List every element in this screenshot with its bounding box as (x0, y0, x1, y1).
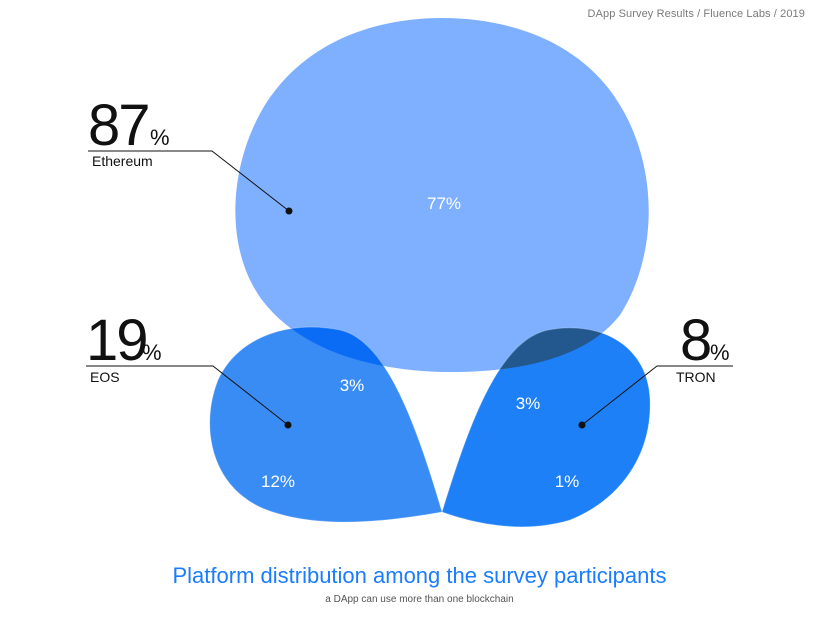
diagram-subtitle: a DApp can use more than one blockchain (325, 594, 514, 605)
tron-leader-dot (578, 421, 586, 429)
tron-total-value: 8 (680, 308, 710, 373)
source-caption: DApp Survey Results / Fluence Labs / 201… (587, 8, 805, 20)
eos-leader-dot (284, 421, 292, 429)
tron-leader-line (581, 365, 733, 426)
region-label-ethereum-eos: 3% (340, 376, 365, 395)
ethereum-total-value: 87 (88, 93, 149, 158)
eos-total-value: 19 (86, 308, 147, 373)
region-label-ethereum-only: 77% (427, 194, 461, 213)
ethereum-callout: 87 % Ethereum (88, 93, 293, 215)
ethereum-total-unit: % (150, 125, 170, 150)
eos-leader-line (86, 365, 289, 426)
eos-callout: 19 % EOS (86, 308, 292, 429)
diagram-title: Platform distribution among the survey p… (172, 563, 667, 588)
ethereum-leader-line (88, 150, 290, 212)
ethereum-leader-dot (285, 207, 293, 215)
ethereum-label: Ethereum (92, 153, 153, 169)
eos-label: EOS (90, 369, 120, 385)
region-label-eos-only: 12% (261, 472, 295, 491)
region-label-all-three: 4% (425, 429, 450, 448)
region-label-tron-only: 1% (555, 472, 580, 491)
eos-total-unit: % (142, 340, 162, 365)
tron-label: TRON (676, 369, 716, 385)
region-label-ethereum-tron: 3% (516, 394, 541, 413)
tron-callout: 8 % TRON (578, 308, 733, 429)
tron-total-unit: % (710, 340, 730, 365)
